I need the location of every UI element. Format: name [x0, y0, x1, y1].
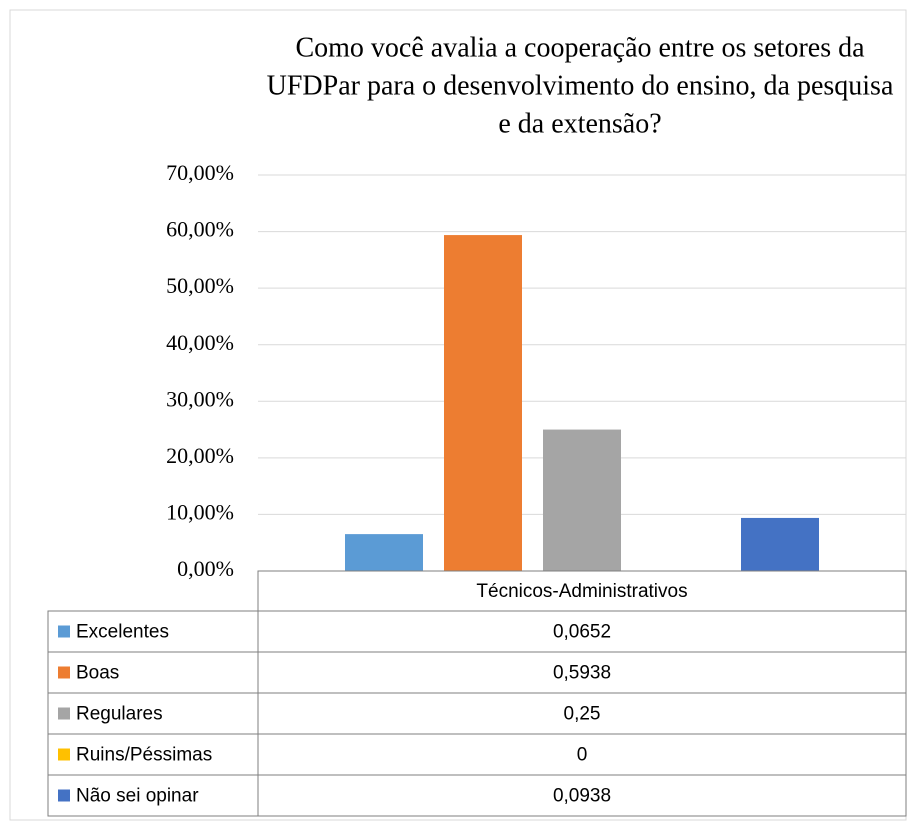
legend-label: Boas [76, 663, 119, 684]
legend-label: Regulares [76, 704, 163, 725]
legend-swatch [58, 789, 70, 802]
bar [444, 235, 522, 571]
table-value-cell [257, 774, 907, 817]
chart-border [9, 9, 907, 821]
legend-label: Não sei opinar [76, 786, 199, 807]
y-tick-label: 30,00% [166, 386, 234, 411]
chart-title: UFDPar para o desenvolvimento do ensino,… [267, 70, 894, 101]
y-tick-label: 10,00% [166, 499, 234, 524]
table-value: 0,0938 [553, 786, 611, 807]
legend-label: Excelentes [76, 622, 169, 643]
legend-swatch [58, 666, 70, 679]
y-tick-label: 0,00% [177, 556, 234, 581]
legend-swatch [58, 748, 70, 761]
chart-title: e da extensão? [498, 108, 661, 139]
table-value: 0,0652 [553, 622, 611, 643]
chart-title: Como você avalia a cooperação entre os s… [295, 32, 865, 63]
y-tick-label: 60,00% [166, 217, 234, 242]
legend-label: Ruins/Péssimas [76, 745, 212, 766]
table-value: 0,25 [564, 704, 601, 725]
legend-swatch [58, 707, 70, 720]
y-tick-label: 20,00% [166, 443, 234, 468]
y-tick-label: 50,00% [166, 273, 234, 298]
table-header: Técnicos-Administrativos [476, 581, 687, 602]
table-value: 0 [577, 745, 588, 766]
bar [543, 429, 621, 571]
bar [741, 517, 819, 571]
y-tick-label: 70,00% [166, 160, 234, 185]
legend-swatch [58, 625, 70, 638]
y-tick-label: 40,00% [166, 330, 234, 355]
bar [345, 534, 423, 571]
table-value: 0,5938 [553, 663, 611, 684]
